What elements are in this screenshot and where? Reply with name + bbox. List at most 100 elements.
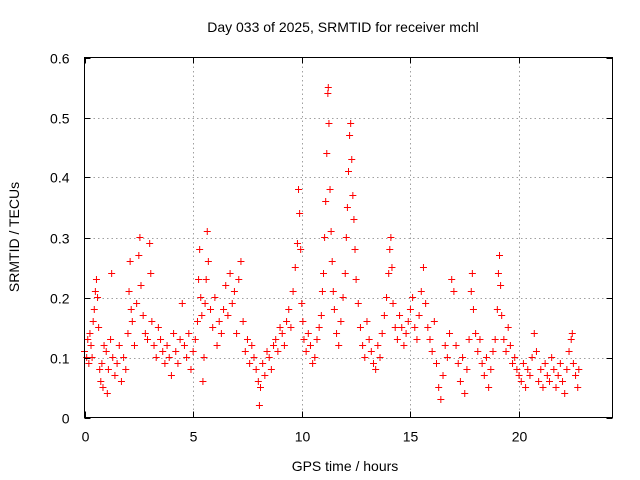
data-point xyxy=(329,288,337,295)
data-point xyxy=(287,324,295,331)
data-point xyxy=(136,234,144,241)
data-point xyxy=(463,366,471,373)
data-point xyxy=(522,384,530,391)
data-point xyxy=(517,378,525,385)
data-point xyxy=(178,300,186,307)
data-point xyxy=(174,360,182,367)
data-point xyxy=(550,366,558,373)
data-point xyxy=(500,336,508,343)
data-point xyxy=(318,288,326,295)
data-point xyxy=(141,330,149,337)
data-point xyxy=(422,300,430,307)
data-point xyxy=(563,366,571,373)
data-point xyxy=(391,324,399,331)
data-point xyxy=(102,348,110,355)
data-point xyxy=(467,288,475,295)
data-point xyxy=(552,384,560,391)
y-axis-label: SRMTID / TECUs xyxy=(6,182,22,292)
data-point xyxy=(99,384,107,391)
data-point xyxy=(528,354,536,361)
data-point xyxy=(97,378,105,385)
data-point xyxy=(198,312,206,319)
data-point xyxy=(476,336,484,343)
data-point xyxy=(349,192,357,199)
data-point xyxy=(468,270,476,277)
data-point xyxy=(372,366,380,373)
data-point xyxy=(161,360,169,367)
data-point xyxy=(327,228,335,235)
data-point xyxy=(257,384,264,391)
data-point xyxy=(323,150,331,157)
data-point xyxy=(359,342,367,349)
data-point xyxy=(324,84,332,91)
y-tick-label: 0.4 xyxy=(50,170,70,186)
data-point xyxy=(115,342,123,349)
data-point xyxy=(413,336,421,343)
data-point xyxy=(569,360,577,367)
data-point xyxy=(94,294,102,301)
x-tick-label: 10 xyxy=(295,429,311,445)
data-point xyxy=(92,276,100,283)
data-point xyxy=(285,306,293,313)
data-point xyxy=(493,306,501,313)
axis-ticks xyxy=(84,57,613,419)
data-point xyxy=(496,252,504,259)
data-point xyxy=(539,384,547,391)
data-point xyxy=(197,294,205,301)
data-point xyxy=(548,354,556,361)
data-point xyxy=(204,258,212,265)
data-point xyxy=(497,282,505,289)
data-point xyxy=(402,330,410,337)
data-point xyxy=(537,366,545,373)
data-point xyxy=(202,276,210,283)
data-point xyxy=(255,402,263,409)
data-point xyxy=(250,354,258,361)
data-point xyxy=(124,330,132,337)
y-tick-label: 0.5 xyxy=(50,111,70,127)
data-point xyxy=(347,120,355,127)
data-point xyxy=(328,258,336,265)
data-point xyxy=(139,312,147,319)
data-point xyxy=(252,366,260,373)
data-point xyxy=(193,318,201,325)
data-point xyxy=(530,330,538,337)
data-point xyxy=(248,342,256,349)
data-point xyxy=(387,234,395,241)
data-point xyxy=(454,360,462,367)
data-point xyxy=(185,330,193,337)
data-point xyxy=(426,336,434,343)
data-point xyxy=(211,294,219,301)
data-points xyxy=(81,84,583,409)
data-point xyxy=(270,342,278,349)
data-point xyxy=(207,306,215,313)
data-point xyxy=(448,276,456,283)
data-point xyxy=(87,342,95,349)
data-point xyxy=(354,300,362,307)
data-point xyxy=(415,312,423,319)
data-point xyxy=(337,318,345,325)
chart-title: Day 033 of 2025, SRMTID for receiver mch… xyxy=(207,19,479,35)
data-point xyxy=(306,342,314,349)
y-tick-label: 0.2 xyxy=(50,291,70,307)
data-point xyxy=(417,288,425,295)
data-point xyxy=(201,300,209,307)
data-point xyxy=(127,306,135,313)
data-point xyxy=(565,348,573,355)
data-point xyxy=(85,360,93,367)
data-point xyxy=(450,288,458,295)
data-point xyxy=(469,306,477,313)
data-point xyxy=(128,318,136,325)
data-point xyxy=(295,186,303,193)
data-point xyxy=(478,360,486,367)
data-point xyxy=(313,336,321,343)
data-point xyxy=(502,348,510,355)
data-point xyxy=(263,348,271,355)
x-axis-label: GPS time / hours xyxy=(292,458,399,474)
data-point xyxy=(575,366,583,373)
data-point xyxy=(293,240,301,247)
data-point xyxy=(195,276,203,283)
data-point xyxy=(322,198,330,205)
data-point xyxy=(199,378,207,385)
data-point xyxy=(380,312,388,319)
